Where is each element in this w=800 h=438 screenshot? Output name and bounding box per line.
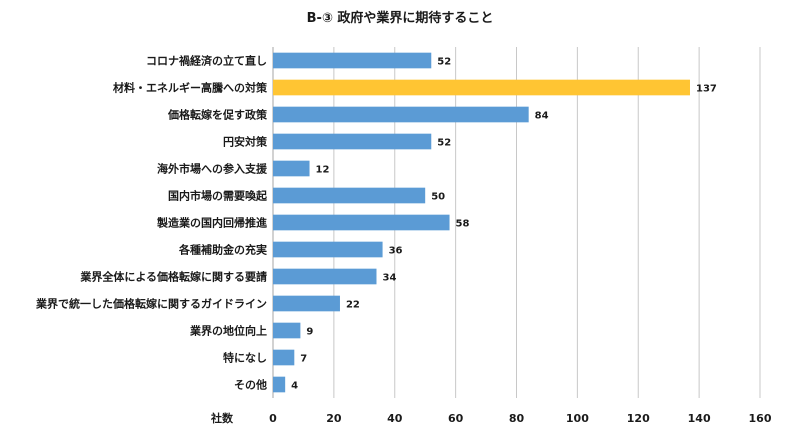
x-tick-label-140: 140 — [688, 412, 711, 425]
x-tick-label-0: 0 — [269, 412, 277, 425]
value-label-3: 52 — [437, 138, 451, 149]
bar-12 — [273, 376, 286, 393]
bar-1 — [273, 79, 690, 96]
value-label-7: 36 — [389, 246, 403, 257]
x-tick-label-20: 20 — [326, 412, 342, 425]
bar-2 — [273, 106, 529, 123]
grid-layer — [272, 47, 761, 398]
value-label-2: 84 — [535, 111, 549, 122]
bar-6 — [273, 214, 450, 231]
bar-10 — [273, 322, 301, 339]
bar-5 — [273, 187, 426, 204]
bar-9 — [273, 295, 340, 312]
value-label-12: 4 — [291, 381, 298, 392]
category-label-3: 円安対策 — [223, 135, 268, 149]
bar-3 — [273, 133, 432, 150]
category-label-6: 製造業の国内回帰推進 — [156, 216, 268, 230]
x-tick-label-160: 160 — [749, 412, 772, 425]
value-label-11: 7 — [300, 354, 307, 365]
bar-7 — [273, 241, 383, 258]
category-label-7: 各種補助金の充実 — [178, 243, 267, 257]
value-label-10: 9 — [306, 327, 313, 338]
x-tick-label-60: 60 — [448, 412, 464, 425]
category-label-4: 海外市場への参入支援 — [157, 162, 268, 176]
category-label-0: コロナ禍経済の立て直し — [146, 54, 267, 68]
bar-11 — [273, 349, 295, 366]
bars-layer — [273, 52, 690, 393]
x-tick-label-40: 40 — [387, 412, 403, 425]
x-tick-label-100: 100 — [566, 412, 589, 425]
category-label-9: 業界で統一した価格転嫁に関するガイドライン — [35, 297, 267, 311]
chart-title: B-③ 政府や業界に期待すること — [307, 10, 494, 26]
category-label-5: 国内市場の需要喚起 — [168, 189, 268, 203]
x-axis-ticks: 0 20 40 60 80 100 120 140 160 — [269, 412, 772, 425]
category-label-12: その他 — [234, 378, 267, 392]
category-label-10: 業界の地位向上 — [189, 324, 267, 338]
x-tick-label-120: 120 — [627, 412, 650, 425]
value-label-6: 58 — [456, 219, 470, 230]
value-label-8: 34 — [382, 273, 396, 284]
bar-0 — [273, 52, 432, 69]
category-label-11: 特になし — [223, 351, 267, 365]
value-label-0: 52 — [437, 57, 451, 68]
bar-4 — [273, 160, 310, 177]
value-label-4: 12 — [316, 165, 330, 176]
labels-layer: コロナ禍経済の立て直し 52 材料・エネルギー高騰への対策 137 価格転嫁を促す政策 8… — [35, 54, 717, 392]
category-label-8: 業界全体による価格転嫁に関する要請 — [79, 270, 267, 284]
category-label-1: 材料・エネルギー高騰への対策 — [113, 81, 268, 95]
x-tick-label-80: 80 — [509, 412, 525, 425]
x-axis-title: 社数 — [210, 411, 234, 425]
value-label-1: 137 — [696, 84, 717, 95]
value-label-9: 22 — [346, 300, 360, 311]
category-label-2: 価格転嫁を促す政策 — [167, 108, 268, 122]
bar-8 — [273, 268, 377, 285]
value-label-5: 50 — [431, 192, 445, 203]
